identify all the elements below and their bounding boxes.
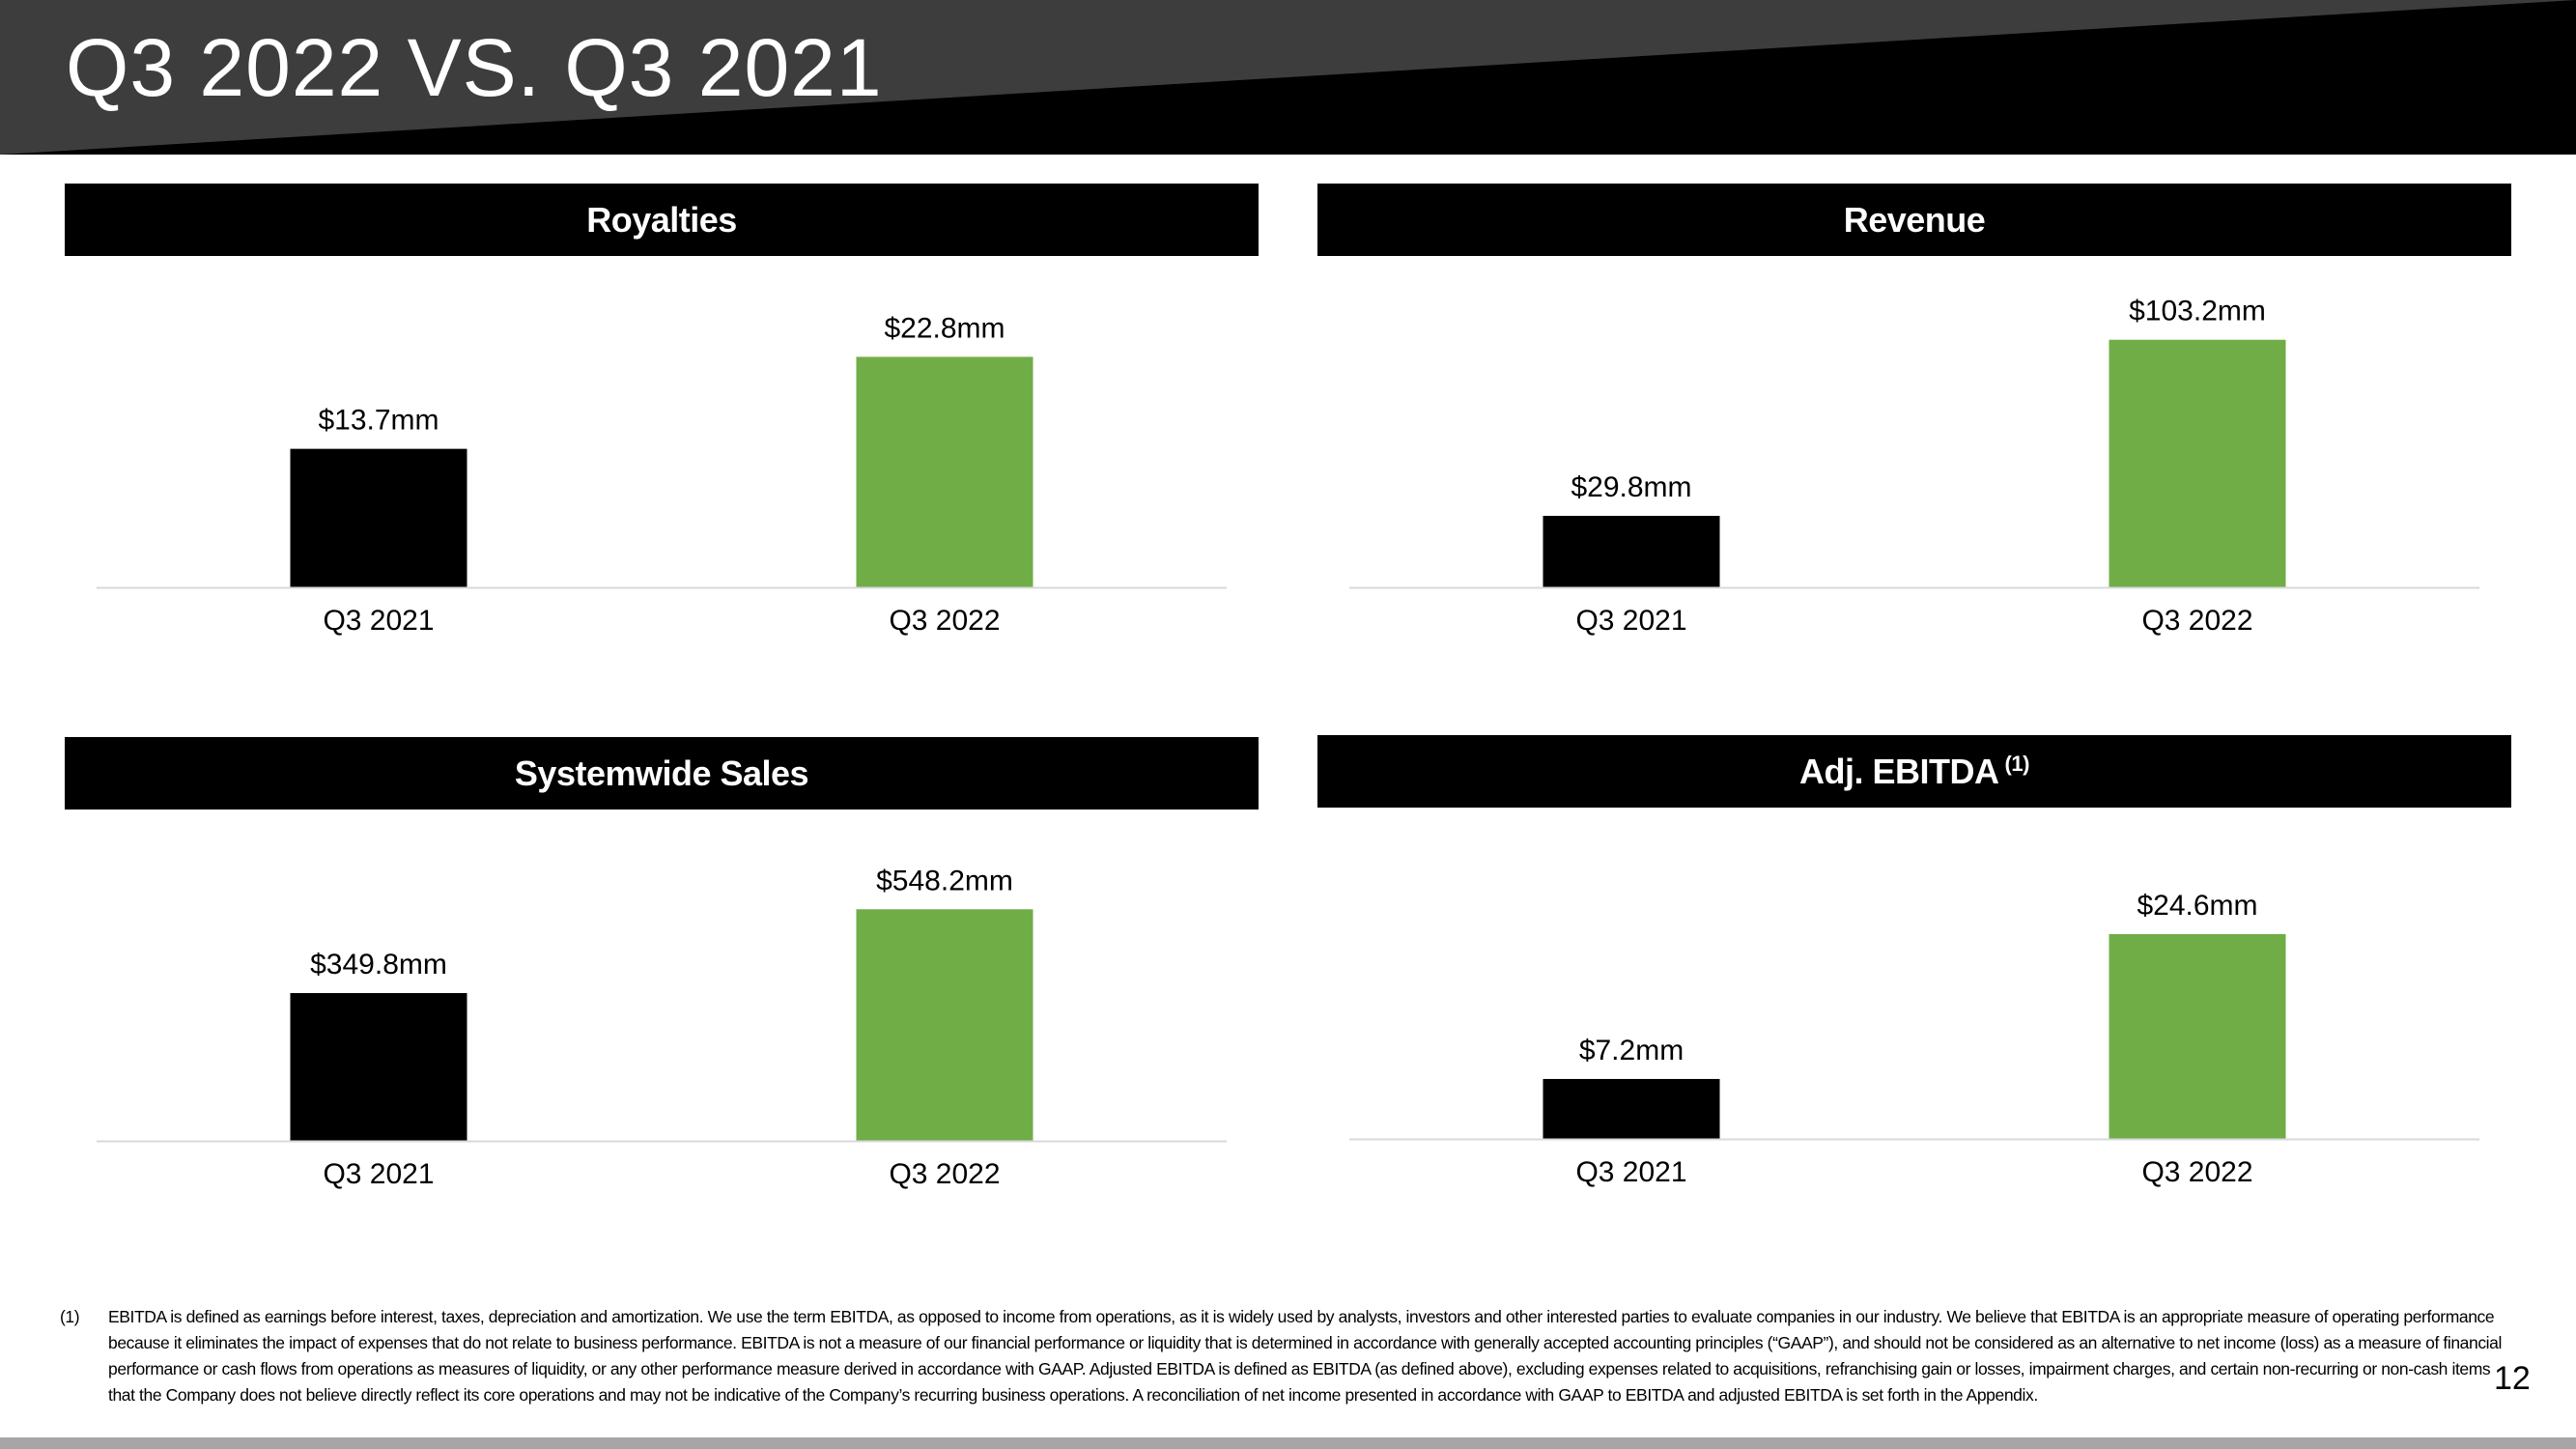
x-tick-label: Q3 2021: [1575, 1156, 1686, 1188]
revenue-chart: $29.8mm Q3 2021 $103.2mm Q3 2022: [1349, 296, 2479, 637]
data-label: $7.2mm: [1579, 1035, 1684, 1066]
x-tick-label: Q3 2022: [889, 605, 1000, 637]
data-label: $103.2mm: [2129, 296, 2266, 327]
panel-title-text: Revenue: [1843, 199, 1986, 240]
data-label: $24.6mm: [2137, 890, 2257, 922]
footer-bar: [0, 1437, 2576, 1449]
x-tick-label: Q3 2022: [889, 1158, 1000, 1190]
footnote-reference: (1): [2004, 751, 2030, 776]
x-tick-label: Q3 2021: [323, 1158, 434, 1190]
data-label: $349.8mm: [310, 949, 447, 980]
x-tick-label: Q3 2022: [2141, 605, 2252, 637]
panel-title-text: Adj. EBITDA: [1799, 751, 1999, 791]
data-label: $29.8mm: [1571, 471, 1691, 503]
adj-ebitda-panel: Adj. EBITDA (1) $7.2mm Q3 2021 $24.6mm Q3 2…: [1317, 735, 2511, 1276]
page-title: Q3 2022 VS. Q3 2021: [66, 22, 883, 113]
data-label: $13.7mm: [318, 405, 439, 437]
slide-header: Q3 2022 VS. Q3 2021: [0, 0, 2576, 155]
bar-q3-2021: [290, 993, 467, 1141]
adj-ebitda-chart: $7.2mm Q3 2021 $24.6mm Q3 2022: [1349, 890, 2479, 1188]
panel-title: Systemwide Sales: [65, 737, 1259, 810]
bar-q3-2022: [856, 909, 1033, 1141]
panel-title-text: Systemwide Sales: [514, 753, 809, 793]
royalties-chart: $13.7mm Q3 2021 $22.8mm Q3 2022: [97, 312, 1227, 637]
systemwide-sales-panel: Systemwide Sales $349.8mm Q3 2021 $548.2mm…: [65, 737, 1259, 1278]
bar-q3-2021: [1543, 516, 1720, 587]
revenue-panel: Revenue $29.8mm Q3 2021 $103.2mm Q3 2022: [1317, 184, 2511, 724]
panel-title: Revenue: [1317, 184, 2511, 256]
bar-q3-2021: [290, 448, 467, 587]
x-tick-label: Q3 2021: [1575, 605, 1686, 637]
data-label: $22.8mm: [884, 312, 1005, 344]
bar-q3-2021: [1543, 1078, 1720, 1139]
royalties-panel: Royalties $13.7mm Q3 2021 $22.8mm Q3 2022: [65, 184, 1259, 724]
x-tick-label: Q3 2021: [323, 605, 434, 637]
bar-q3-2022: [2109, 934, 2286, 1139]
data-label: $548.2mm: [876, 865, 1013, 896]
panel-title: Adj. EBITDA (1): [1317, 735, 2511, 808]
systemwide-sales-chart: $349.8mm Q3 2021 $548.2mm Q3 2022: [97, 865, 1227, 1190]
header-band: [0, 0, 2576, 155]
footnote-text: EBITDA is defined as earnings before int…: [108, 1307, 2502, 1405]
panel-title-text: Royalties: [586, 199, 737, 240]
bar-q3-2022: [856, 356, 1033, 587]
x-tick-label: Q3 2022: [2141, 1156, 2252, 1188]
page-number: 12: [2494, 1360, 2531, 1397]
panel-title: Royalties: [65, 184, 1259, 256]
bar-q3-2022: [2109, 339, 2286, 587]
footnote-marker: (1): [60, 1307, 80, 1326]
